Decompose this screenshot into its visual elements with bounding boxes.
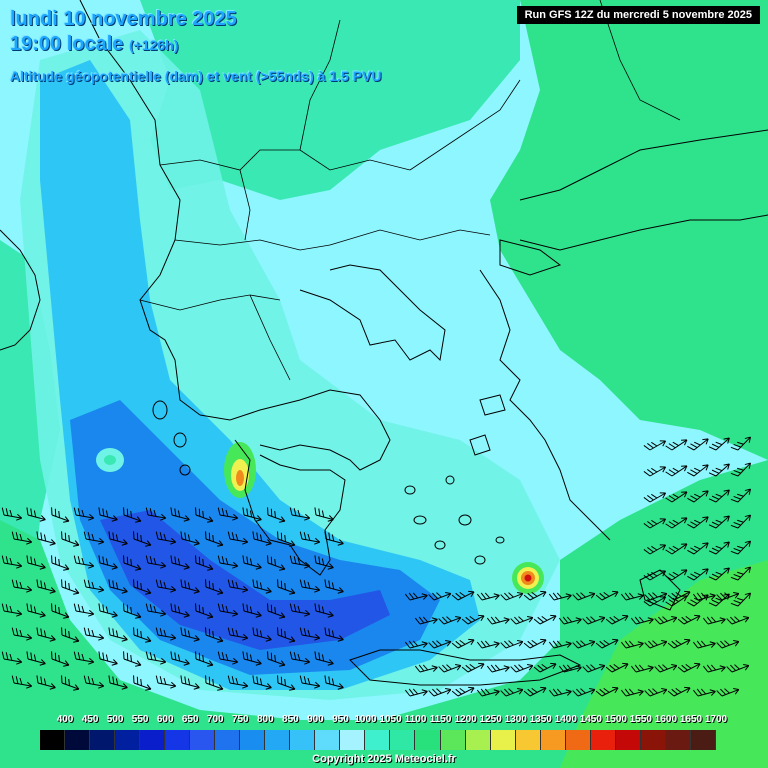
legend-label: 1450 [579, 714, 602, 725]
legend-label: 1400 [554, 714, 577, 725]
legend-swatch [240, 730, 266, 750]
legend-swatch [565, 730, 591, 750]
borders [139, 0, 681, 381]
legend-label: 1700 [704, 714, 728, 725]
legend-label: 550 [131, 714, 149, 725]
legend-label: 1200 [454, 714, 477, 725]
legend-label: 1350 [529, 714, 552, 725]
legend-swatch [90, 730, 116, 750]
legend-swatch [190, 730, 216, 750]
field-blue-core [100, 510, 390, 650]
parameter-label: Altitude géopotentielle (dam) et vent (>… [10, 68, 382, 84]
coastlines [0, 0, 768, 686]
legend-swatch [390, 730, 416, 750]
forecast-time-text: 19:00 locale [10, 33, 124, 55]
legend-label: 950 [332, 714, 349, 725]
legend-swatch [540, 730, 566, 750]
legend-label: 1100 [404, 714, 427, 725]
legend-swatch [590, 730, 616, 750]
legend-label: 450 [81, 714, 99, 725]
legend-swatch [490, 730, 516, 750]
legend-label: 500 [106, 714, 124, 725]
legend-swatch [365, 730, 391, 750]
legend-label: 850 [282, 714, 299, 725]
legend-swatch [465, 730, 491, 750]
legend-label: 1500 [604, 714, 627, 725]
copyright: Copyright 2025 Meteociel.fr [312, 753, 456, 765]
field-green-east [490, 0, 768, 460]
legend-label: 900 [307, 714, 324, 725]
legend-label: 800 [256, 714, 274, 725]
legend-swatch [615, 730, 641, 750]
field-green-deep-se [560, 560, 768, 768]
legend-label: 1000 [354, 714, 377, 725]
legend-swatch [215, 730, 241, 750]
legend-swatch [315, 730, 341, 750]
legend-swatch [340, 730, 366, 750]
legend-label: 1050 [379, 714, 402, 725]
legend-swatch [440, 730, 466, 750]
legend-swatch [290, 730, 316, 750]
run-label: Run GFS 12Z du mercredi 5 novembre 2025 [516, 6, 760, 24]
legend-swatch [115, 730, 141, 750]
legend-swatch [40, 730, 66, 750]
legend-label: 1150 [429, 714, 452, 725]
legend-label: 650 [181, 714, 199, 725]
legend-label: 1550 [629, 714, 652, 725]
legend-label: 1650 [679, 714, 703, 725]
field-blob-west-core [104, 455, 116, 465]
legend-label: 600 [156, 714, 174, 725]
legend-label: 1300 [504, 714, 527, 725]
legend-swatch [640, 730, 666, 750]
field-green-north [140, 0, 520, 200]
legend-swatch [165, 730, 191, 750]
lead-time: (+126h) [128, 37, 179, 53]
field-green-southwest [0, 520, 380, 768]
legend-swatch [140, 730, 166, 750]
field-hotspot-peloponnese [224, 442, 256, 498]
field-hotspot-crete [512, 562, 544, 594]
forecast-date: lundi 10 novembre 2025 [10, 8, 237, 30]
forecast-time: 19:00 locale (+126h) [10, 33, 178, 56]
color-legend [40, 730, 716, 750]
legend-swatch [515, 730, 541, 750]
legend-swatch [265, 730, 291, 750]
legend-swatch [65, 730, 91, 750]
legend-labels: 400 450 500 550 600 650 700 750 800 850 900 950 1000… [0, 714, 768, 728]
legend-swatch [665, 730, 691, 750]
legend-swatch [415, 730, 441, 750]
legend-label: 400 [56, 714, 74, 725]
legend-swatch [690, 730, 716, 750]
legend-label: 1250 [479, 714, 502, 725]
legend-label: 700 [206, 714, 224, 725]
legend-label: 1600 [654, 714, 678, 725]
legend-label: 750 [231, 714, 249, 725]
